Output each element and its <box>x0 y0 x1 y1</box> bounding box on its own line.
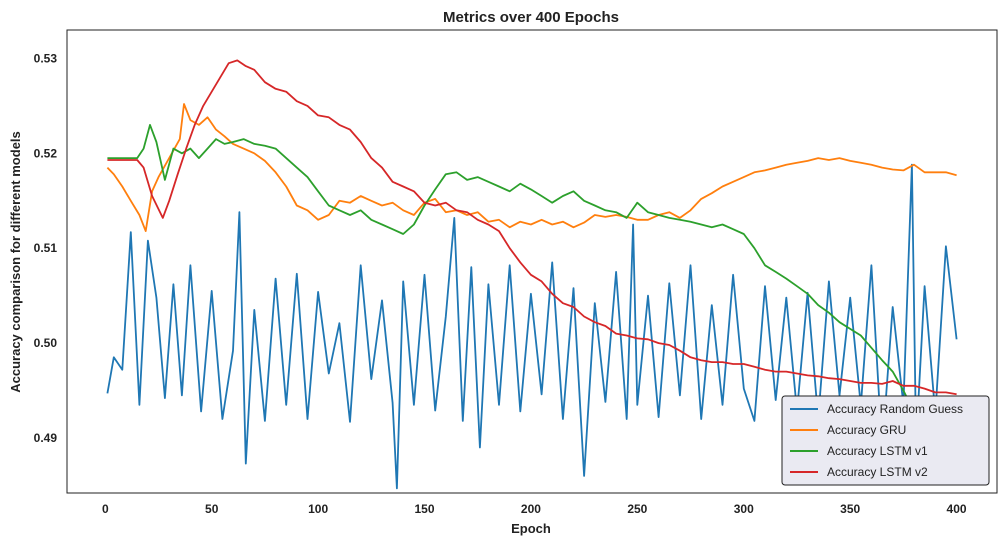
x-tick-label: 300 <box>734 502 754 516</box>
x-tick-label: 400 <box>947 502 967 516</box>
y-tick-label: 0.50 <box>34 336 58 350</box>
y-tick-label: 0.53 <box>34 51 58 65</box>
legend: Accuracy Random Guess Accuracy GRU Accurac… <box>781 395 990 486</box>
x-tick-label: 0 <box>102 502 109 516</box>
series-line-2 <box>106 103 957 232</box>
x-axis-label: Epoch <box>511 521 551 536</box>
plot-frame <box>66 29 998 494</box>
x-tick-label: 200 <box>521 502 541 516</box>
x-tick-label: 50 <box>205 502 219 516</box>
legend-label: Accuracy GRU <box>827 423 906 437</box>
series-line-4 <box>107 59 957 396</box>
legend-label: Accuracy LSTM v1 <box>827 444 928 458</box>
legend-label: Accuracy Random Guess <box>827 402 963 416</box>
series-line-3 <box>107 124 958 453</box>
y-tick-label: 0.51 <box>34 241 58 255</box>
y-axis-label: Accuracy comparison for different models <box>8 131 23 393</box>
y-tick-label: 0.52 <box>34 146 58 160</box>
chart-title: Metrics over 400 Epochs <box>443 9 619 26</box>
x-tick-label: 150 <box>415 502 435 516</box>
x-tick-label: 100 <box>308 502 328 516</box>
x-tick-label: 250 <box>627 502 647 516</box>
series-line-1 <box>106 163 958 490</box>
legend-label: Accuracy LSTM v2 <box>827 465 928 479</box>
x-tick-label: 350 <box>840 502 860 516</box>
legend-box <box>781 395 990 486</box>
y-tick-label: 0.49 <box>34 431 58 445</box>
